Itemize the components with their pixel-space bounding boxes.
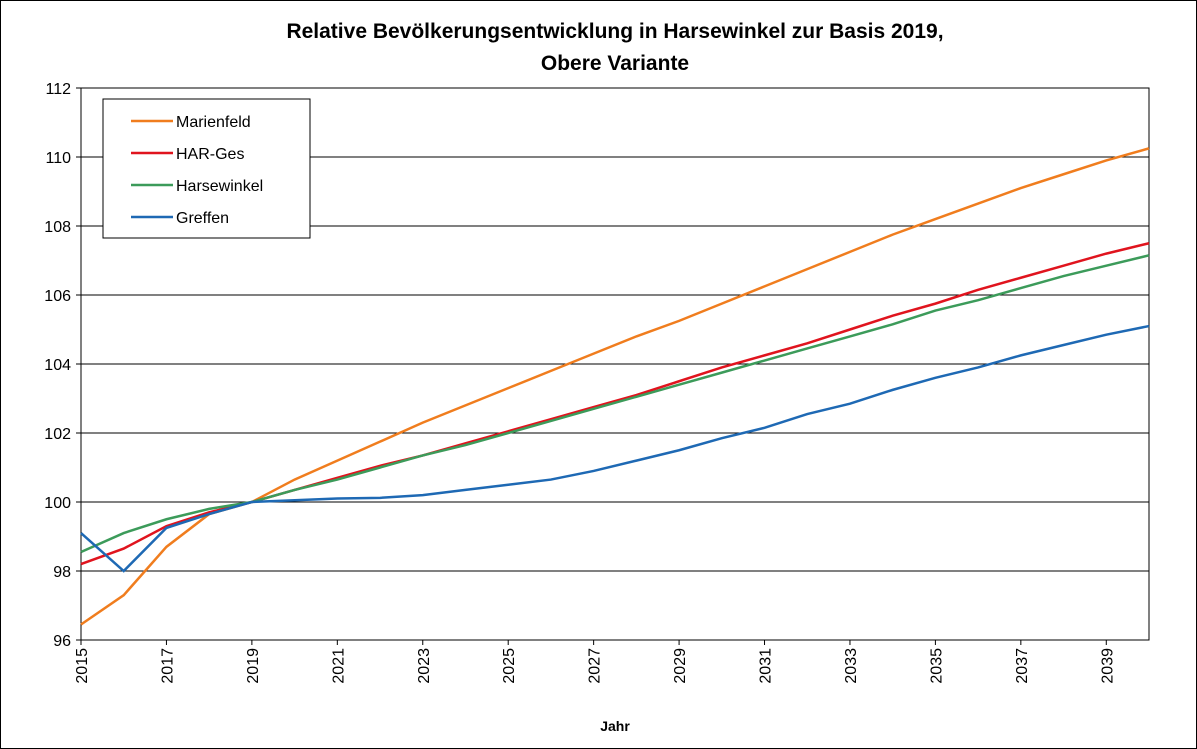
series-line (80, 254, 1150, 554)
x-tick-label: 2027 (587, 648, 604, 684)
x-axis-label: Jahr (600, 718, 630, 734)
legend-label: Marienfeld (176, 114, 251, 131)
x-tick-label: 2029 (672, 648, 689, 684)
y-tick-label: 102 (44, 426, 71, 443)
chart-title: Relative Bevölkerungsentwicklung in Hars… (286, 20, 943, 43)
legend-label: Harsewinkel (176, 178, 263, 195)
x-tick-label: 2035 (928, 648, 945, 684)
x-tick-label: 2037 (1014, 648, 1031, 684)
x-tick-label: 2023 (416, 648, 433, 684)
y-tick-label: 110 (45, 150, 71, 167)
x-tick-label: 2015 (74, 648, 91, 684)
x-tick-label: 2033 (843, 648, 860, 684)
series-line (80, 324, 1150, 573)
legend-label: Greffen (176, 210, 229, 227)
y-tick-label: 108 (44, 219, 71, 236)
y-tick-label: 96 (53, 633, 71, 650)
legend-label: HAR-Ges (176, 146, 244, 163)
y-tick-label: 104 (44, 357, 71, 374)
legend: Marienfeld HAR-Ges Harsewinkel Greffen (102, 98, 311, 239)
y-tick-label: 112 (45, 81, 71, 98)
x-tick-label: 2021 (330, 648, 347, 684)
x-tick-label: 2019 (245, 648, 262, 684)
y-tick-label: 100 (44, 495, 71, 512)
y-tick-label: 98 (53, 564, 71, 581)
series-line (80, 147, 1150, 626)
x-tick-label: 2039 (1099, 648, 1116, 684)
x-tick-label: 2017 (159, 648, 176, 684)
y-tick-label: 106 (44, 288, 71, 305)
x-tick-label: 2025 (501, 648, 518, 684)
chart-title: Obere Variante (541, 52, 689, 75)
x-tick-label: 2031 (758, 648, 775, 684)
